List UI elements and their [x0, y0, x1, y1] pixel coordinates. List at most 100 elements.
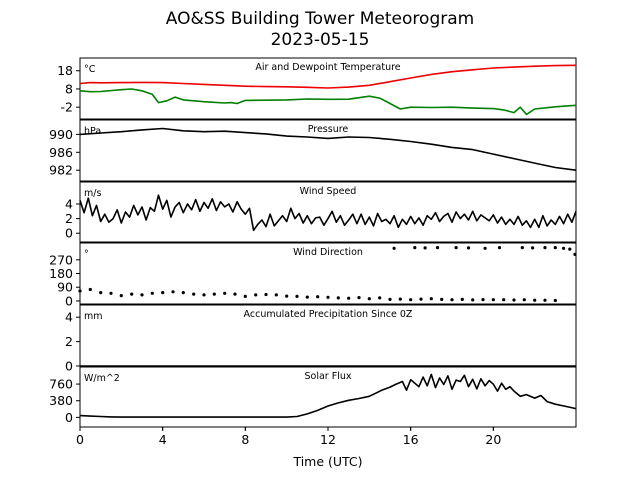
data-point	[274, 293, 278, 297]
panel-unit-label: °C	[84, 64, 96, 75]
data-point	[573, 252, 577, 256]
y-tick-label: 982	[49, 163, 73, 178]
data-point	[161, 291, 165, 295]
data-point	[543, 246, 547, 250]
data-point	[316, 295, 320, 299]
data-point	[553, 298, 557, 303]
data-point	[483, 246, 487, 250]
data-point	[150, 291, 154, 295]
data-point	[305, 295, 309, 299]
y-tick-label: 4	[65, 310, 73, 325]
data-point	[466, 246, 471, 250]
y-tick-label: 0	[65, 359, 73, 374]
data-point	[295, 294, 299, 298]
data-point	[497, 246, 502, 250]
x-tick-label: 4	[159, 432, 167, 447]
panel-frame	[79, 181, 577, 243]
y-tick-label: 90	[57, 280, 73, 295]
data-point	[367, 297, 371, 301]
panel-title: Wind Direction	[293, 247, 363, 258]
data-point	[522, 298, 526, 302]
panel-5: 0 2 4 mm Accumulated Precipitation Since 0Z	[65, 304, 577, 374]
y-tick-label: -2	[61, 100, 73, 115]
data-point	[140, 293, 144, 297]
data-point	[450, 298, 454, 302]
data-point	[454, 246, 458, 250]
data-point	[130, 292, 134, 296]
data-point	[568, 247, 572, 251]
data-point	[223, 291, 227, 295]
data-point	[336, 296, 340, 300]
data-point	[471, 298, 475, 302]
data-point	[171, 290, 175, 294]
x-tick-label: 16	[403, 432, 419, 447]
data-point	[419, 297, 423, 301]
series-line-1	[79, 194, 577, 232]
panel-title: Wind Speed	[300, 186, 357, 197]
data-point	[429, 297, 433, 301]
data-point	[520, 246, 524, 250]
data-point	[254, 293, 258, 297]
panel-unit-label: hPa	[84, 126, 101, 137]
data-point	[502, 298, 506, 302]
data-point	[202, 293, 206, 297]
y-tick-label: 180	[49, 266, 73, 281]
y-tick-label: 0	[65, 293, 73, 308]
series-line-1	[79, 64, 577, 89]
figure-title: AO&SS Building Tower Meteorogram	[166, 9, 474, 29]
data-point	[88, 287, 92, 292]
figure-subtitle: 2023-05-15	[271, 30, 370, 50]
data-point	[413, 246, 417, 250]
data-point	[398, 297, 402, 301]
series-line-2	[79, 88, 577, 116]
panel-unit-label: °	[84, 249, 89, 260]
data-point	[435, 246, 440, 250]
data-point	[192, 292, 196, 296]
panel-frame	[79, 304, 577, 367]
series-line-1	[79, 373, 577, 418]
data-point	[531, 246, 535, 250]
data-point	[533, 298, 537, 302]
data-point	[181, 291, 185, 295]
data-point	[243, 294, 247, 298]
y-tick-label: 8	[65, 81, 73, 96]
panel-title: Pressure	[308, 124, 349, 135]
data-point	[491, 298, 495, 302]
data-point	[512, 298, 516, 302]
y-tick-label: 2	[65, 334, 73, 349]
panel-unit-label: mm	[84, 311, 103, 322]
x-tick-label: 20	[485, 432, 501, 447]
data-point	[99, 291, 103, 295]
panel-title: Solar Flux	[305, 371, 352, 382]
y-tick-label: 0	[65, 226, 73, 241]
data-point	[460, 297, 464, 301]
data-point	[388, 297, 392, 301]
panel-1: -2 8 18 °C Air and Dewpoint Temperature	[57, 57, 577, 122]
y-tick-label: 270	[49, 252, 73, 267]
data-point	[562, 246, 566, 250]
data-point	[233, 292, 237, 296]
y-tick-label: 990	[49, 127, 73, 142]
data-point	[481, 298, 485, 302]
x-tick-label: 0	[76, 432, 84, 447]
data-point	[285, 294, 289, 298]
x-axis-label: Time (UTC)	[292, 454, 362, 469]
y-tick-label: 18	[57, 63, 73, 78]
data-point	[440, 297, 444, 301]
data-point	[326, 295, 330, 299]
panel-unit-label: m/s	[84, 188, 101, 199]
data-point	[78, 289, 82, 293]
y-tick-label: 760	[49, 377, 73, 392]
data-point	[212, 292, 216, 296]
data-point	[264, 292, 268, 297]
x-tick-label: 8	[241, 432, 249, 447]
data-point	[119, 294, 123, 298]
panel-2: 982 986 990 hPa Pressure	[49, 119, 577, 184]
panel-3: 024 m/s Wind Speed	[65, 181, 577, 245]
panel-unit-label: W/m^2	[84, 373, 120, 384]
data-point	[347, 296, 351, 300]
data-point	[392, 246, 396, 250]
